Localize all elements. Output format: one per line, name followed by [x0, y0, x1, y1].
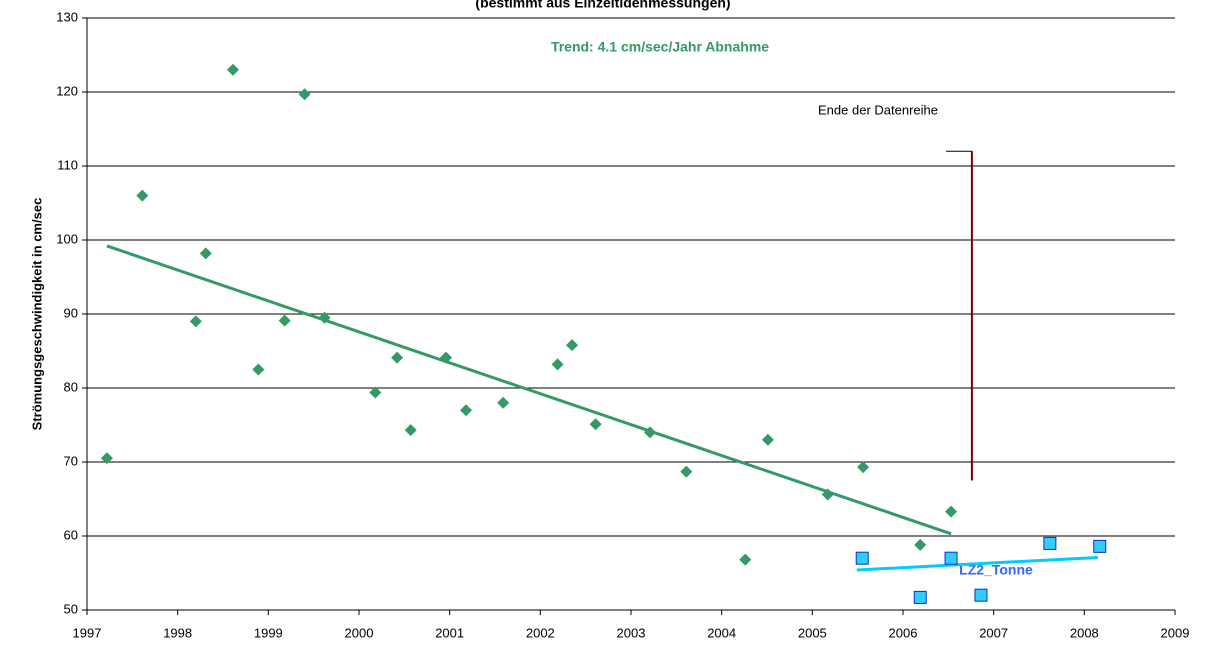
x-tick-label: 2007: [979, 625, 1008, 640]
y-tick-label: 100: [56, 231, 78, 246]
point: [913, 590, 927, 604]
point: [136, 189, 149, 202]
y-tick-label: 80: [64, 379, 78, 394]
point: [189, 315, 202, 328]
point: [440, 351, 453, 364]
x-tick-label: 2006: [889, 625, 918, 640]
point: [855, 551, 869, 565]
point: [761, 433, 774, 446]
y-tick-label: 110: [57, 157, 78, 172]
point: [644, 426, 657, 439]
x-tick-label: 2005: [798, 625, 827, 640]
point: [226, 63, 239, 76]
point: [945, 505, 958, 518]
point: [459, 404, 472, 417]
end-annotation: Ende der Datenreihe: [818, 102, 938, 117]
point: [821, 488, 834, 501]
x-tick-label: 1997: [73, 625, 102, 640]
trendline: [856, 555, 1099, 572]
point: [252, 363, 265, 376]
point: [974, 588, 988, 602]
y-tick-label: 50: [64, 601, 78, 616]
point: [369, 386, 382, 399]
point: [497, 396, 510, 409]
series-annotation: LZ2_Tonne: [959, 562, 1033, 578]
point: [100, 452, 113, 465]
trend-annotation: Trend: 4.1 cm/sec/Jahr Abnahme: [551, 39, 769, 55]
x-tick-label: 2003: [617, 625, 646, 640]
y-tick-label: 120: [56, 83, 78, 98]
point: [680, 465, 693, 478]
y-axis-label: Strömungsgeschwindigkeit in cm/sec: [29, 198, 44, 431]
chart-title: (bestimmt aus Einzeltidenmessungen): [475, 0, 730, 11]
point: [857, 461, 870, 474]
x-tick-label: 2008: [1070, 625, 1099, 640]
point: [404, 424, 417, 437]
point: [278, 314, 291, 327]
point: [914, 538, 927, 551]
x-tick-label: 1999: [254, 625, 283, 640]
point: [391, 351, 404, 364]
point: [944, 551, 958, 565]
point: [1043, 536, 1057, 550]
x-tick-label: 1998: [163, 625, 192, 640]
point: [199, 247, 212, 260]
x-tick-label: 2004: [707, 625, 736, 640]
point: [298, 88, 311, 101]
x-tick-label: 2009: [1161, 625, 1190, 640]
trendline: [106, 244, 952, 536]
y-tick-label: 70: [64, 453, 78, 468]
point: [551, 358, 564, 371]
point: [566, 339, 579, 352]
point: [739, 553, 752, 566]
x-tick-label: 2001: [435, 625, 464, 640]
point: [589, 418, 602, 431]
y-tick-label: 130: [56, 9, 78, 24]
y-tick-label: 90: [64, 305, 78, 320]
x-tick-label: 2000: [345, 625, 374, 640]
point: [1093, 539, 1107, 553]
y-tick-label: 60: [64, 527, 78, 542]
x-tick-label: 2002: [526, 625, 555, 640]
point: [318, 311, 331, 324]
